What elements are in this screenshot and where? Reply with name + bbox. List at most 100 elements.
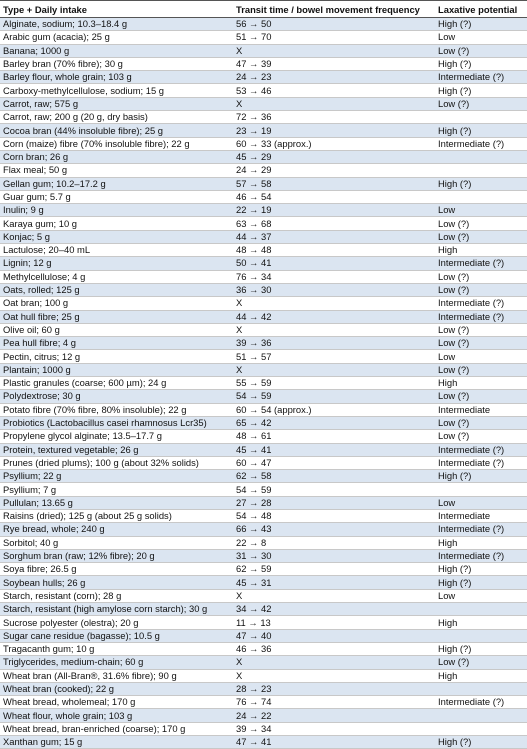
cell-transit: 60 → 33 (approx.) xyxy=(233,137,435,151)
cell-transit: 47 → 40 xyxy=(233,629,435,643)
cell-transit: 39 → 36 xyxy=(233,336,435,351)
cell-type: Barley bran (70% fibre); 30 g xyxy=(0,57,233,72)
cell-transit: 57 → 58 xyxy=(233,177,435,191)
header-row: Type + Daily intake Transit time / bowel… xyxy=(0,0,527,18)
cell-laxative xyxy=(435,163,527,178)
table-row: Oat bran; 100 g X Intermediate (?) xyxy=(0,296,527,311)
cell-laxative: High (?) xyxy=(435,469,527,484)
cell-transit: 44 → 42 xyxy=(233,310,435,324)
cell-laxative: Intermediate xyxy=(435,403,527,417)
cell-type: Sugar cane residue (bagasse); 10.5 g xyxy=(0,629,233,643)
cell-type: Starch, resistant (corn); 28 g xyxy=(0,589,233,604)
cell-laxative: High xyxy=(435,376,527,391)
table-row: Wheat bread, bran-enriched (coarse); 170… xyxy=(0,722,527,737)
cell-type: Sorbitol; 40 g xyxy=(0,536,233,550)
cell-transit: 72 → 36 xyxy=(233,110,435,125)
cell-transit: 56 → 50 xyxy=(233,17,435,32)
cell-type: Pectin, citrus; 12 g xyxy=(0,349,233,364)
cell-laxative: Intermediate (?) xyxy=(435,137,527,151)
table-row: Wheat flour, whole grain; 103 g 24 → 22 xyxy=(0,708,527,723)
cell-laxative: Low xyxy=(435,349,527,364)
table-row: Lignin; 12 g 50 → 41 Intermediate (?) xyxy=(0,256,527,271)
cell-transit: 46 → 36 xyxy=(233,642,435,657)
cell-laxative: Low (?) xyxy=(435,429,527,444)
cell-type: Psyllium; 22 g xyxy=(0,469,233,484)
cell-laxative: Intermediate (?) xyxy=(435,443,527,457)
table-row: Pea hull fibre; 4 g 39 → 36 Low (?) xyxy=(0,336,527,351)
table-row: Xanthan gum; 15 g 47 → 41 High (?) xyxy=(0,735,527,749)
table-row: Sorbitol; 40 g 22 → 8 High xyxy=(0,536,527,550)
table-row: Corn bran; 26 g 45 → 29 xyxy=(0,150,527,165)
cell-laxative: Low (?) xyxy=(435,230,527,245)
cell-type: Plastic granules (coarse; 600 µm); 24 g xyxy=(0,376,233,391)
cell-laxative: Low (?) xyxy=(435,283,527,298)
cell-transit: 22 → 8 xyxy=(233,536,435,550)
cell-transit: 46 → 54 xyxy=(233,190,435,205)
table-row: Probiotics (Lactobacillus casei rhamnosu… xyxy=(0,416,527,431)
cell-transit: 54 → 59 xyxy=(233,482,435,497)
table-row: Soya fibre; 26.5 g 62 → 59 High (?) xyxy=(0,562,527,577)
cell-transit: X xyxy=(233,655,435,670)
cell-laxative: Intermediate (?) xyxy=(435,522,527,537)
cell-laxative: High (?) xyxy=(435,17,527,32)
cell-laxative xyxy=(435,602,527,617)
cell-transit: 34 → 42 xyxy=(233,602,435,617)
cell-transit: 53 → 46 xyxy=(233,83,435,98)
cell-type: Carboxy-methylcellulose, sodium; 15 g xyxy=(0,83,233,98)
cell-type: Arabic gum (acacia); 25 g xyxy=(0,30,233,45)
cell-type: Carrot, raw; 200 g (20 g, dry basis) xyxy=(0,110,233,125)
table-row: Wheat bran (All-Bran®, 31.6% fibre); 90 … xyxy=(0,669,527,683)
cell-type: Triglycerides, medium-chain; 60 g xyxy=(0,655,233,670)
table-row: Barley flour, whole grain; 103 g 24 → 23 I… xyxy=(0,70,527,85)
cell-type: Probiotics (Lactobacillus casei rhamnosu… xyxy=(0,416,233,431)
table-row: Flax meal; 50 g 24 → 29 xyxy=(0,163,527,178)
table-row: Carboxy-methylcellulose, sodium; 15 g 53 … xyxy=(0,83,527,98)
table-row: Sucrose polyester (olestra); 20 g 11 → 13… xyxy=(0,615,527,630)
table-row: Starch, resistant (high amylose corn sta… xyxy=(0,602,527,617)
table-row: Sorghum bran (raw; 12% fibre); 20 g 31 → … xyxy=(0,549,527,564)
cell-type: Propylene glycol alginate; 13.5–17.7 g xyxy=(0,429,233,444)
cell-laxative: Intermediate (?) xyxy=(435,456,527,471)
cell-laxative xyxy=(435,722,527,737)
cell-type: Protein, textured vegetable; 26 g xyxy=(0,443,233,457)
cell-type: Potato fibre (70% fibre, 80% insoluble);… xyxy=(0,403,233,417)
cell-laxative: High (?) xyxy=(435,562,527,577)
cell-transit: 63 → 68 xyxy=(233,216,435,231)
table-row: Triglycerides, medium-chain; 60 g X Low (?… xyxy=(0,655,527,670)
cell-type: Starch, resistant (high amylose corn sta… xyxy=(0,602,233,617)
header-cell: Laxative potential xyxy=(435,0,527,18)
cell-transit: 60 → 47 xyxy=(233,456,435,471)
cell-type: Banana; 1000 g xyxy=(0,44,233,58)
cell-laxative: Low xyxy=(435,589,527,604)
cell-transit: 44 → 37 xyxy=(233,230,435,245)
cell-type: Flax meal; 50 g xyxy=(0,163,233,178)
table-row: Sugar cane residue (bagasse); 10.5 g 47 →… xyxy=(0,629,527,643)
cell-type: Soya fibre; 26.5 g xyxy=(0,562,233,577)
cell-transit: 11 → 13 xyxy=(233,615,435,630)
cell-transit: 51 → 57 xyxy=(233,349,435,364)
cell-type: Lactulose; 20–40 mL xyxy=(0,243,233,258)
cell-transit: 48 → 61 xyxy=(233,429,435,444)
table-row: Pullulan; 13.65 g 27 → 28 Low xyxy=(0,496,527,510)
cell-type: Tragacanth gum; 10 g xyxy=(0,642,233,657)
cell-transit: 27 → 28 xyxy=(233,496,435,510)
table-row: Oat hull fibre; 25 g 44 → 42 Intermediate … xyxy=(0,310,527,324)
cell-type: Psyllium; 7 g xyxy=(0,482,233,497)
table-row: Corn (maize) fibre (70% insoluble fibre)… xyxy=(0,137,527,151)
table-row: Pectin, citrus; 12 g 51 → 57 Low xyxy=(0,349,527,364)
cell-laxative: High (?) xyxy=(435,642,527,657)
cell-type: Wheat bread, wholemeal; 170 g xyxy=(0,695,233,710)
table-row: Olive oil; 60 g X Low (?) xyxy=(0,323,527,338)
table-row: Tragacanth gum; 10 g 46 → 36 High (?) xyxy=(0,642,527,657)
cell-type: Olive oil; 60 g xyxy=(0,323,233,338)
cell-transit: 76 → 34 xyxy=(233,270,435,284)
table-row: Lactulose; 20–40 mL 48 → 48 High xyxy=(0,243,527,258)
cell-laxative: Low (?) xyxy=(435,97,527,112)
cell-transit: 22 → 19 xyxy=(233,203,435,218)
cell-type: Plantain; 1000 g xyxy=(0,363,233,378)
cell-type: Sorghum bran (raw; 12% fibre); 20 g xyxy=(0,549,233,564)
cell-transit: 45 → 31 xyxy=(233,575,435,590)
cell-transit: X xyxy=(233,97,435,112)
cell-laxative: Low (?) xyxy=(435,323,527,338)
